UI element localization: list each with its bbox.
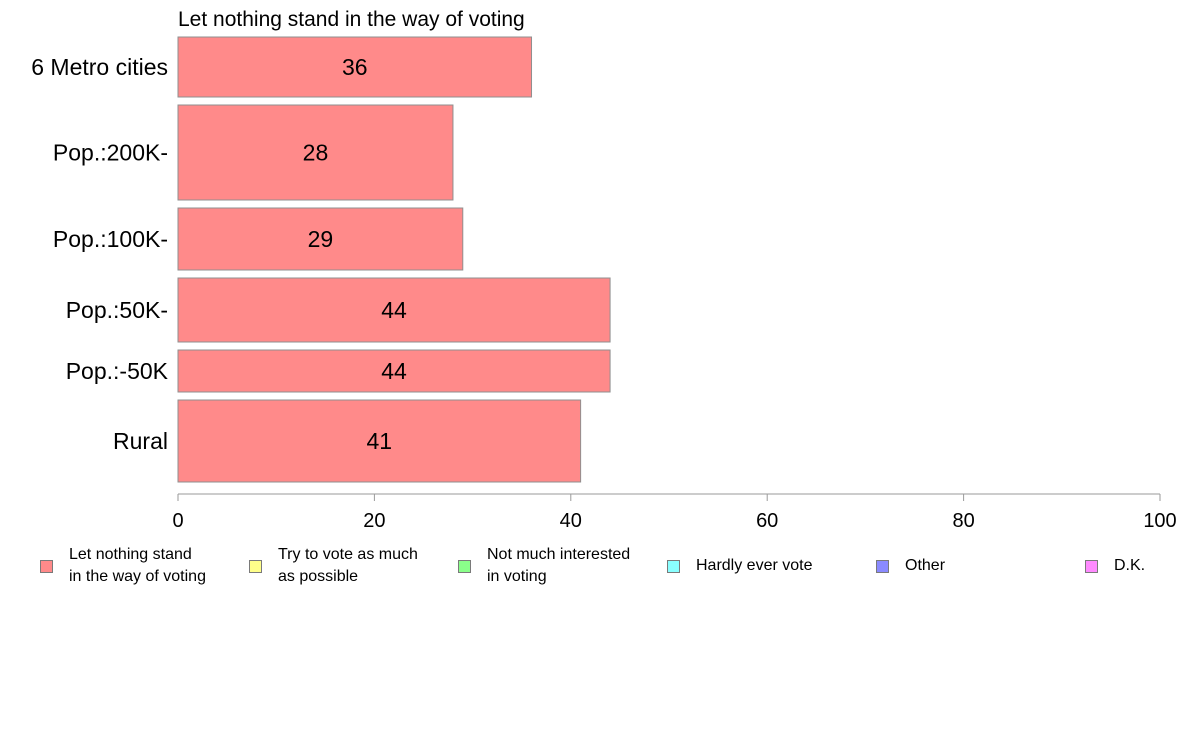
legend-item: Not much interested in voting	[458, 544, 630, 588]
x-tick-label: 60	[756, 510, 778, 532]
legend: Let nothing stand in the way of voting T…	[0, 540, 1188, 600]
bar-value-label: 44	[381, 358, 407, 384]
category-labels: 6 Metro cities Pop.:200K- Pop.:100K- Pop.:5…	[31, 54, 168, 454]
legend-label: Try to vote as much as possible	[278, 546, 418, 585]
legend-label: Not much interested in voting	[487, 546, 631, 585]
category-label: 6 Metro cities	[31, 54, 168, 80]
x-tick-label: 40	[560, 510, 582, 532]
bar	[177, 277, 611, 343]
category-label: Pop.:200K-	[53, 140, 168, 166]
bar	[177, 36, 533, 98]
legend-label: D.K.	[1114, 557, 1146, 574]
legend-item: Other	[876, 555, 945, 577]
bar-value-label: 41	[367, 428, 393, 454]
legend-label: Other	[905, 557, 946, 574]
bar-chart: Let nothing stand in the way of voting 3…	[31, 8, 1177, 532]
category-label: Pop.:100K-	[53, 226, 168, 252]
bar-value-label: 28	[303, 140, 329, 166]
chart-title: Let nothing stand in the way of voting	[178, 8, 525, 31]
bar	[177, 104, 454, 201]
category-label: Rural	[113, 428, 168, 454]
bar	[177, 207, 464, 271]
bar	[177, 399, 582, 483]
legend-label: Hardly ever vote	[696, 557, 813, 574]
legend-swatch	[458, 559, 471, 573]
legend-item: Hardly ever vote	[667, 555, 813, 577]
bar-value-label: 44	[381, 297, 407, 323]
legend-swatch	[1085, 559, 1098, 573]
legend-swatch	[876, 559, 889, 573]
x-tick-label: 100	[1143, 510, 1176, 532]
legend-label: Let nothing stand in the way of voting	[69, 546, 206, 585]
x-tick-label: 20	[363, 510, 385, 532]
x-tick-label: 80	[952, 510, 974, 532]
bar	[177, 349, 611, 393]
legend-item: D.K.	[1085, 555, 1145, 577]
bars-group: 36 28 29 44 44 41	[177, 36, 611, 483]
x-axis: 0 20 40 60 80 100	[172, 493, 1177, 532]
legend-swatch	[40, 559, 53, 573]
bar-value-label: 29	[308, 226, 334, 252]
category-label: Pop.:-50K	[66, 358, 169, 384]
x-tick-label: 0	[172, 510, 183, 532]
bar-value-label: 36	[342, 54, 368, 80]
legend-swatch	[667, 559, 680, 573]
category-label: Pop.:50K-	[66, 297, 168, 323]
legend-item: Let nothing stand in the way of voting	[40, 544, 206, 588]
legend-item: Try to vote as much as possible	[249, 544, 418, 588]
legend-swatch	[249, 559, 262, 573]
